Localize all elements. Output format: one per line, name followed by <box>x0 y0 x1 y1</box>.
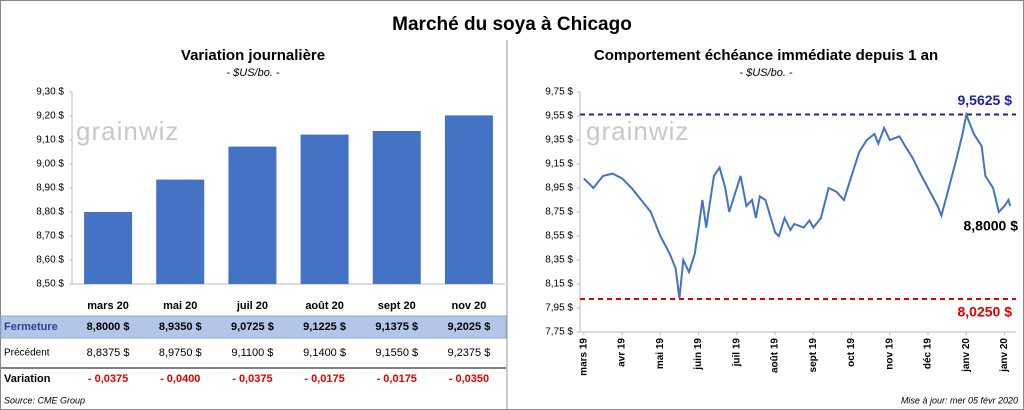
y-tick-label: 8,90 $ <box>36 183 64 194</box>
y-tick-label: 8,55 $ <box>545 231 573 242</box>
x-tick-label: janv 20 <box>999 338 1010 373</box>
y-tick-label: 7,95 $ <box>545 303 573 314</box>
y-tick-label: 7,75 $ <box>545 327 573 338</box>
updated: Mise à jour: mer 05 févr 2020 <box>901 395 1018 405</box>
row-label: Variation <box>4 373 51 385</box>
x-tick-label: mai 20 <box>163 300 197 312</box>
y-tick-label: 8,60 $ <box>36 255 64 266</box>
table-cell: 9,1400 $ <box>303 347 346 359</box>
source: Source: CME Group <box>4 395 85 405</box>
x-tick-label: nov 20 <box>451 300 486 312</box>
y-tick-label: 8,70 $ <box>36 231 64 242</box>
bar <box>444 115 493 285</box>
x-tick-label: août 19 <box>770 338 781 373</box>
x-tick-label: mars 20 <box>87 300 129 312</box>
table-cell: - 0,0400 <box>160 373 200 385</box>
y-tick-label: 9,20 $ <box>36 111 64 122</box>
last-value-label: 8,8000 $ <box>964 218 1019 234</box>
chart-title: Variation journalière <box>181 47 325 64</box>
row-label: Précédent <box>4 348 50 359</box>
y-tick-label: 9,30 $ <box>36 87 64 98</box>
x-tick-label: avr 19 <box>617 338 628 367</box>
bar <box>84 212 133 284</box>
bar <box>228 146 277 284</box>
y-tick-label: 9,75 $ <box>545 87 573 98</box>
row-label: Fermeture <box>4 321 58 333</box>
chart-subtitle: - $US/bo. - <box>226 67 280 79</box>
table-cell: 9,1550 $ <box>375 347 418 359</box>
y-tick-label: 9,10 $ <box>36 135 64 146</box>
table-cell: 9,1100 $ <box>231 347 273 359</box>
watermark: grainwiz <box>586 116 689 146</box>
bar <box>156 179 205 284</box>
reference-label: 8,0250 $ <box>958 304 1013 320</box>
y-tick-label: 8,15 $ <box>545 279 573 290</box>
table-cell: 9,0725 $ <box>231 321 274 333</box>
table-cell: 8,8375 $ <box>87 347 130 359</box>
x-tick-label: août 20 <box>305 300 344 312</box>
bar <box>372 131 421 284</box>
y-tick-label: 9,55 $ <box>545 111 573 122</box>
y-tick-label: 8,35 $ <box>545 255 573 266</box>
bar <box>300 134 349 284</box>
y-tick-label: 8,75 $ <box>545 207 573 218</box>
table-cell: - 0,0175 <box>304 373 344 385</box>
table-cell: - 0,0175 <box>377 373 417 385</box>
reference-label: 9,5625 $ <box>958 92 1013 108</box>
table-cell: - 0,0375 <box>88 373 128 385</box>
table-cell: 9,1225 $ <box>303 321 346 333</box>
x-tick-label: mai 19 <box>655 338 666 370</box>
x-tick-label: juil 19 <box>731 338 742 368</box>
table-cell: 8,9750 $ <box>159 347 202 359</box>
x-tick-label: oct 19 <box>846 338 857 367</box>
x-tick-label: mars 19 <box>578 338 589 376</box>
table-cell: 9,1375 $ <box>375 321 418 333</box>
table-cell: 8,8000 $ <box>87 321 130 333</box>
x-tick-label: juil 20 <box>236 300 268 312</box>
page-title: Marché du soya à Chicago <box>392 14 632 35</box>
y-tick-label: 9,35 $ <box>545 135 573 146</box>
chart-subtitle: - $US/bo. - <box>739 67 793 79</box>
table-cell: 9,2025 $ <box>448 321 491 333</box>
x-tick-label: juin 19 <box>693 338 704 371</box>
y-tick-label: 9,15 $ <box>545 159 573 170</box>
y-tick-label: 8,80 $ <box>36 207 64 218</box>
watermark: grainwiz <box>76 116 179 146</box>
chart-title: Comportement échéance immédiate depuis 1… <box>594 47 938 64</box>
x-tick-label: janv 20 <box>961 338 972 373</box>
y-tick-label: 8,50 $ <box>36 279 64 290</box>
table-cell: 9,2375 $ <box>448 347 491 359</box>
table-cell: 8,9350 $ <box>159 321 202 333</box>
table-cell: - 0,0375 <box>232 373 272 385</box>
x-tick-label: sept 20 <box>378 300 416 312</box>
y-tick-label: 8,95 $ <box>545 183 573 194</box>
x-tick-label: sept 19 <box>808 338 819 373</box>
y-tick-label: 9,00 $ <box>36 159 64 170</box>
x-tick-label: nov 19 <box>884 338 895 370</box>
x-tick-label: déc 19 <box>923 338 934 370</box>
table-cell: - 0,0350 <box>449 373 489 385</box>
line-series <box>583 111 1012 299</box>
row-highlight <box>0 315 507 339</box>
